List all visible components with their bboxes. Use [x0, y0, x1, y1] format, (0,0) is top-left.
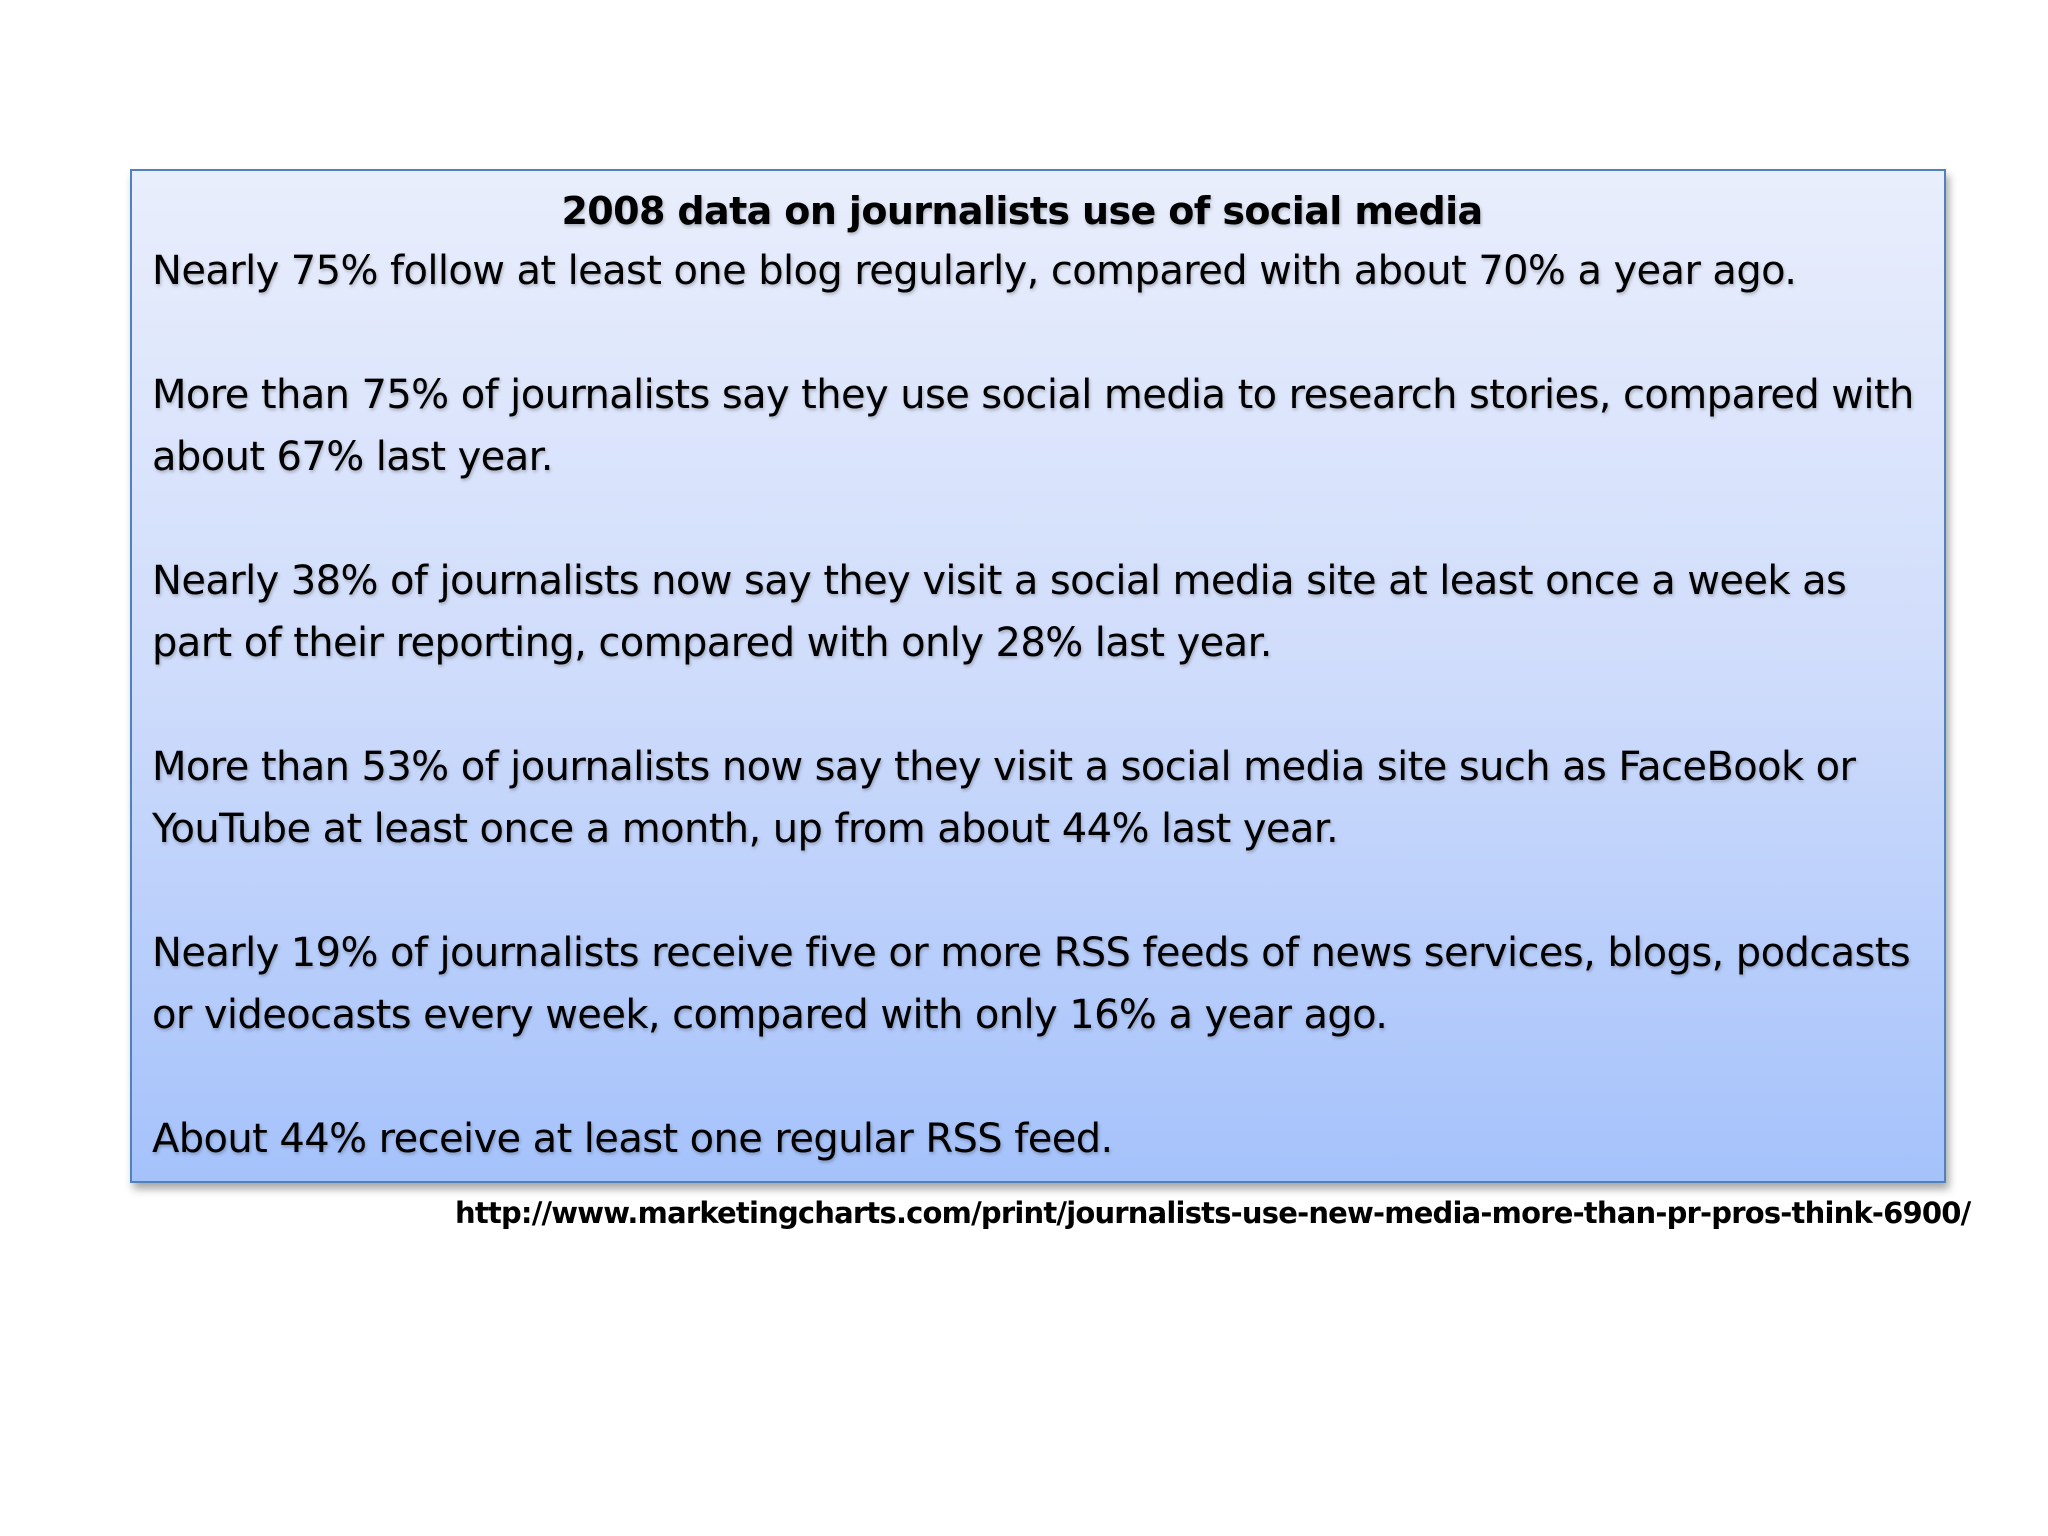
stat-paragraph-research: More than 75% of journalists say they us…: [152, 372, 1914, 480]
stat-paragraph-rss-one: About 44% receive at least one regular R…: [152, 1116, 1113, 1162]
stat-paragraph-rss-five: Nearly 19% of journalists receive five o…: [152, 930, 1911, 1038]
stat-paragraph-weekly-visits: Nearly 38% of journalists now say they v…: [152, 558, 1847, 666]
source-link[interactable]: http://www.marketingcharts.com/print/jou…: [455, 1196, 1971, 1230]
stat-paragraph-blogs: Nearly 75% follow at least one blog regu…: [152, 248, 1797, 294]
slide-title: 2008 data on journalists use of social m…: [561, 189, 1483, 233]
stat-paragraph-monthly-visits: More than 53% of journalists now say the…: [152, 744, 1856, 852]
text-box-panel: [130, 169, 1946, 1183]
slide-body: 2008 data on journalists use of social m…: [152, 182, 1932, 1170]
